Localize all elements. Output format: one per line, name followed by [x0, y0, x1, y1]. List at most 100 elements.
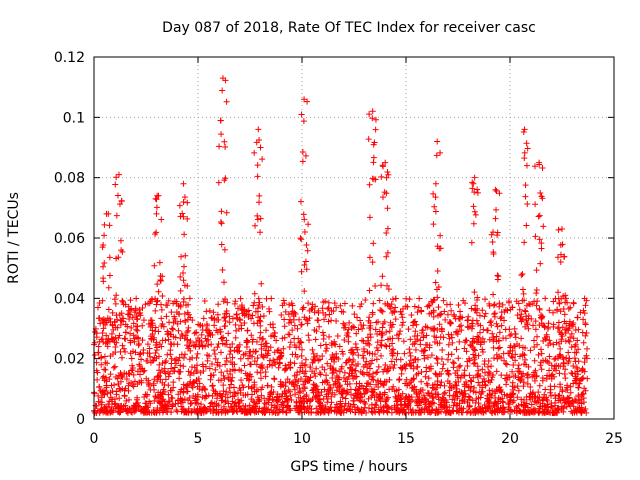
- data-point: [133, 326, 140, 333]
- data-point: [426, 342, 433, 349]
- data-point: [383, 329, 390, 336]
- data-point: [425, 302, 432, 309]
- data-point: [106, 315, 113, 322]
- data-point: [544, 325, 551, 332]
- data-point: [410, 375, 417, 382]
- data-point: [311, 353, 318, 360]
- data-point: [457, 362, 464, 369]
- data-point: [357, 391, 364, 398]
- data-point: [538, 350, 545, 357]
- data-point: [552, 402, 559, 409]
- data-point: [177, 368, 184, 375]
- data-point: [157, 376, 164, 383]
- data-point: [105, 284, 112, 291]
- data-point: [487, 319, 494, 326]
- data-point: [287, 407, 294, 414]
- data-point: [184, 282, 191, 289]
- data-point: [385, 286, 392, 293]
- data-point: [180, 277, 187, 284]
- data-point: [563, 384, 570, 391]
- data-point: [287, 364, 294, 371]
- data-point: [516, 306, 523, 313]
- data-point: [491, 313, 498, 320]
- data-point: [205, 336, 212, 343]
- data-point: [257, 329, 264, 336]
- data-point: [168, 408, 175, 415]
- data-point: [489, 387, 496, 394]
- data-point: [391, 402, 398, 409]
- data-point: [271, 330, 278, 337]
- data-point: [223, 388, 230, 395]
- data-point: [521, 239, 528, 246]
- data-point: [282, 390, 289, 397]
- data-point: [303, 266, 310, 273]
- data-point: [333, 387, 340, 394]
- data-point: [539, 314, 546, 321]
- data-point: [430, 297, 437, 304]
- data-point: [394, 402, 401, 409]
- data-point: [317, 342, 324, 349]
- data-point: [370, 389, 377, 396]
- data-point: [471, 289, 478, 296]
- data-point: [431, 203, 438, 210]
- data-point: [490, 291, 497, 298]
- data-point: [556, 299, 563, 306]
- data-point: [568, 344, 575, 351]
- data-point: [165, 382, 172, 389]
- data-point: [385, 336, 392, 343]
- data-point: [200, 315, 207, 322]
- data-point: [184, 329, 191, 336]
- data-point: [369, 108, 376, 115]
- data-point: [228, 378, 235, 385]
- data-point: [122, 335, 129, 342]
- data-point: [344, 330, 351, 337]
- data-point: [332, 367, 339, 374]
- data-point: [575, 346, 582, 353]
- data-point: [109, 396, 116, 403]
- data-point: [314, 386, 321, 393]
- data-point: [445, 371, 452, 378]
- data-point: [468, 325, 475, 332]
- data-point: [520, 379, 527, 386]
- data-point: [301, 314, 308, 321]
- data-point: [125, 370, 132, 377]
- data-point: [257, 313, 264, 320]
- data-point: [165, 373, 172, 380]
- data-point: [383, 230, 390, 237]
- data-point: [262, 369, 269, 376]
- data-point: [220, 382, 227, 389]
- data-point: [325, 390, 332, 397]
- data-point: [485, 357, 492, 364]
- data-point: [156, 259, 163, 266]
- data-point: [253, 338, 260, 345]
- data-point: [479, 388, 486, 395]
- data-point: [490, 344, 497, 351]
- data-point: [106, 254, 113, 261]
- data-point: [104, 343, 111, 350]
- data-point: [258, 375, 265, 382]
- data-point: [345, 373, 352, 380]
- data-point: [175, 310, 182, 317]
- data-point: [111, 381, 118, 388]
- data-point: [233, 311, 240, 318]
- data-point: [252, 348, 259, 355]
- data-point: [166, 370, 173, 377]
- data-point: [223, 341, 230, 348]
- data-point: [547, 340, 554, 347]
- data-point: [412, 328, 419, 335]
- data-point: [372, 326, 379, 333]
- data-point: [456, 323, 463, 330]
- data-point: [221, 315, 228, 322]
- data-point: [491, 336, 498, 343]
- data-point: [351, 404, 358, 411]
- data-point: [439, 347, 446, 354]
- data-point: [522, 308, 529, 315]
- data-point: [582, 321, 589, 328]
- data-point: [336, 343, 343, 350]
- data-point: [574, 314, 581, 321]
- data-point: [532, 233, 539, 240]
- data-point: [418, 368, 425, 375]
- data-point: [567, 304, 574, 311]
- data-point: [455, 302, 462, 309]
- data-point: [560, 408, 567, 415]
